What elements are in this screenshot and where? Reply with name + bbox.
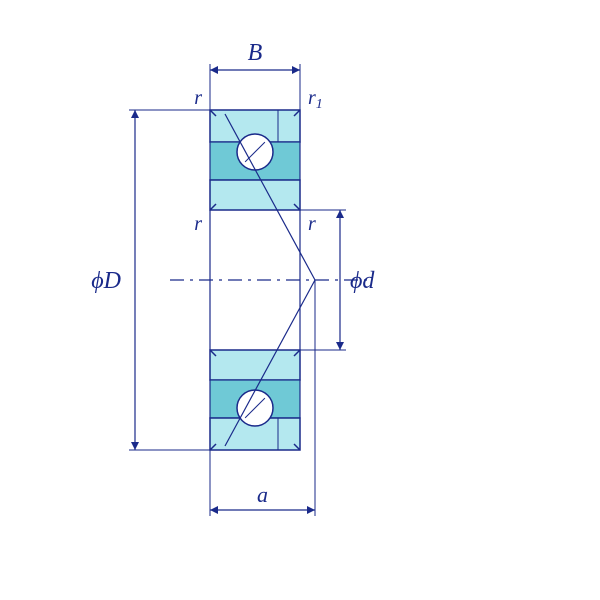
label-r-top-left: r [194,87,202,109]
label-r-inner-left: r [194,213,202,235]
inner-ring-bottom [210,350,300,380]
label-r-inner-right: r [308,213,316,235]
label-d: ϕd [350,268,375,294]
label-B: B [248,40,263,66]
label-D: ϕD [91,268,121,294]
inner-ring-top [210,180,300,210]
label-a: a [257,482,268,507]
label-r1: r1 [308,87,323,112]
